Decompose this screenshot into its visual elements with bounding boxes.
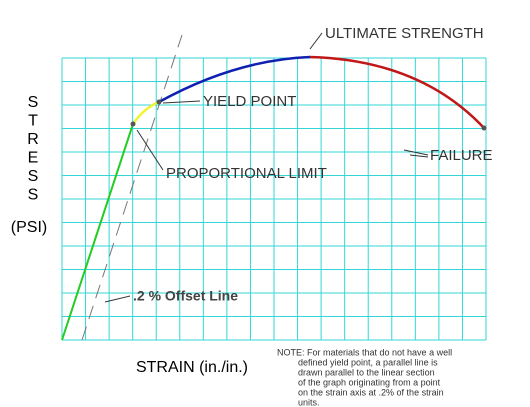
note-line: drawn parallel to the linear section (298, 367, 435, 377)
y-axis-letter: T (28, 113, 38, 130)
label: .2 % Offset Line (133, 288, 238, 304)
leader (409, 154, 429, 158)
leader (162, 100, 201, 104)
y-axis-letter: R (27, 131, 39, 148)
y-axis-letter: S (28, 94, 39, 111)
failure-point (481, 125, 487, 131)
label: FAILURE (430, 147, 493, 164)
leader (136, 129, 164, 171)
proportional-point (130, 121, 136, 127)
note: NOTE: For materials that do not have a w… (277, 347, 452, 407)
necking-segment (309, 55, 485, 129)
label: ULTIMATE STRENGTH (325, 25, 484, 42)
elastic-segment (61, 123, 134, 341)
y-axis-letter: S (28, 187, 39, 204)
grid (61, 57, 487, 341)
note-line: defined yield point, a parallel line is (298, 357, 438, 367)
leader (104, 295, 131, 303)
yield-marker (156, 99, 162, 105)
y-axis-letter: E (28, 150, 39, 167)
label: PROPORTIONAL LIMIT (166, 165, 327, 182)
x-axis-title: STRAIN (in./in.) (136, 359, 248, 376)
leader (403, 149, 429, 156)
label: YIELD POINT (203, 93, 296, 110)
leader (309, 32, 323, 50)
hardening-segment (158, 55, 311, 104)
offset-line (81, 34, 183, 341)
note-line: NOTE: For materials that do not have a w… (277, 347, 452, 357)
yield-segment (131, 100, 160, 125)
y-axis-letter: S (28, 168, 39, 185)
note-line: on the strain axis at .2% of the strain (298, 387, 444, 397)
y-axis-unit: (PSI) (11, 219, 47, 236)
note-line: units. (298, 397, 320, 407)
leaders (104, 32, 429, 303)
note-line: of the graph originating from a point (298, 377, 441, 387)
